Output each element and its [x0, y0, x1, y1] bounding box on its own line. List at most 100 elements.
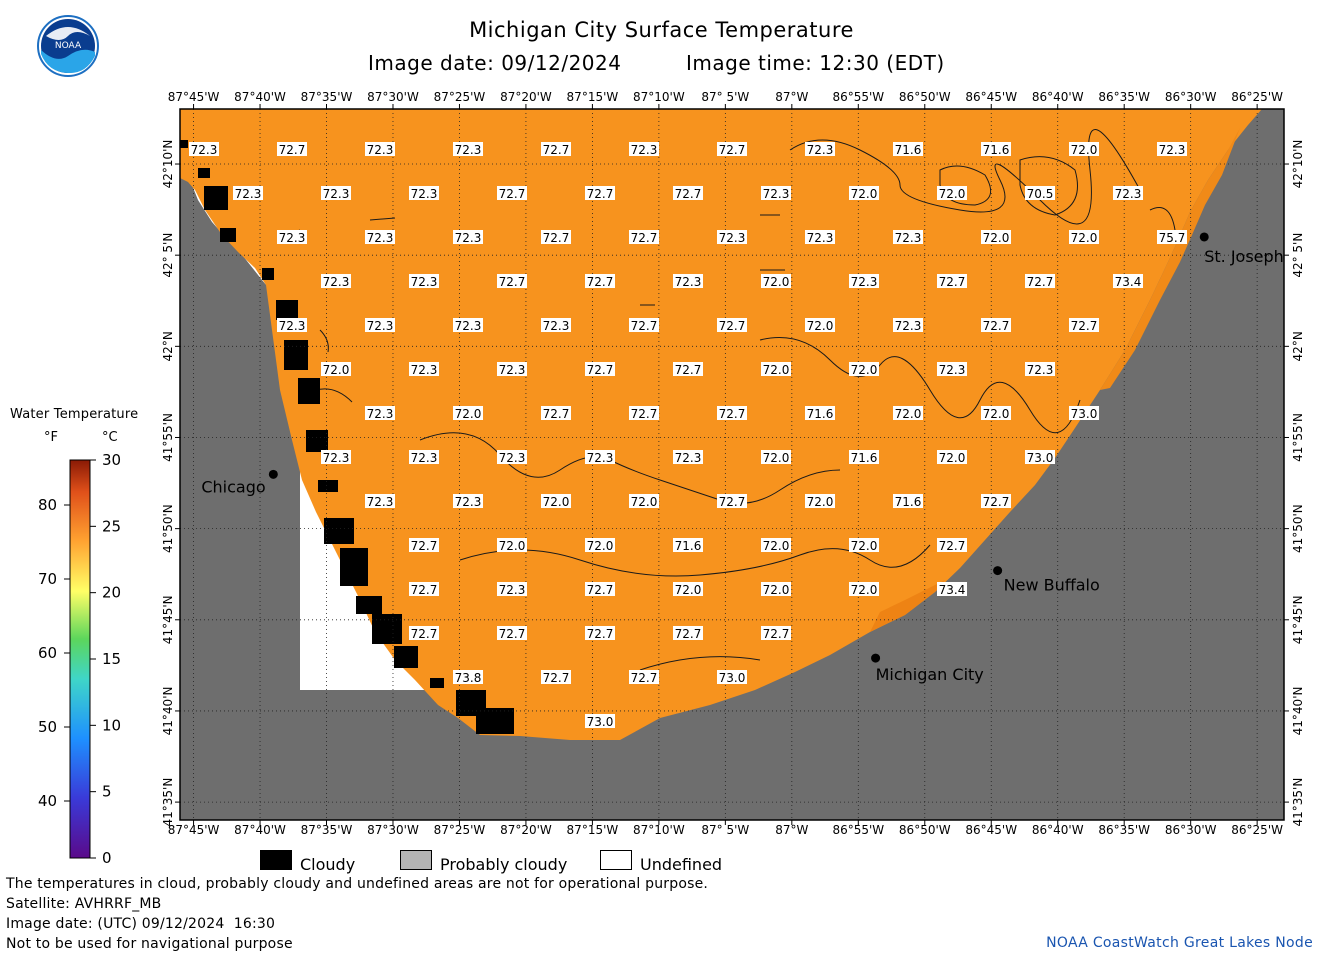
temp-label: 72.3 — [807, 143, 834, 157]
temp-label: 72.7 — [587, 583, 614, 597]
temp-label: 72.7 — [587, 363, 614, 377]
legend-f-tick: 40 — [38, 792, 57, 810]
temp-label-bg — [937, 450, 967, 464]
lat-tick-label-left: 42°N — [161, 331, 175, 361]
temp-label-bg — [1069, 142, 1099, 156]
temp-label-bg — [585, 186, 615, 200]
color-bar — [69, 459, 91, 859]
temp-label: 72.7 — [543, 407, 570, 421]
temp-label-bg — [629, 318, 659, 332]
city-marker — [871, 653, 881, 663]
lat-tick-label-right: 41°40'N — [1291, 687, 1305, 736]
temp-label: 72.0 — [851, 363, 878, 377]
temp-label: 73.0 — [719, 671, 746, 685]
temp-label: 71.6 — [895, 495, 922, 509]
lat-tick-label-left: 41°45'N — [161, 595, 175, 644]
temp-label-bg — [1157, 142, 1187, 156]
temp-label-bg — [849, 186, 879, 200]
lon-tick-label-bottom: 87° 5'W — [701, 823, 749, 837]
temp-label-bg — [497, 582, 527, 596]
temp-label: 72.3 — [235, 187, 262, 201]
temp-label: 72.7 — [719, 495, 746, 509]
temp-label-bg — [497, 450, 527, 464]
temp-label-bg — [409, 450, 439, 464]
temp-label-bg — [1025, 362, 1055, 376]
temp-label: 71.6 — [983, 143, 1010, 157]
temp-label: 72.0 — [851, 583, 878, 597]
temp-label-bg — [761, 538, 791, 552]
temp-label: 72.3 — [895, 319, 922, 333]
lon-tick-label-bottom: 87°10'W — [633, 823, 685, 837]
temp-label: 72.3 — [939, 363, 966, 377]
temp-label-bg — [629, 230, 659, 244]
temp-label-bg — [409, 362, 439, 376]
temp-label-bg — [893, 406, 923, 420]
temp-label: 72.3 — [367, 143, 394, 157]
temp-label: 70.5 — [1027, 187, 1054, 201]
lat-tick-label-right: 42° 5'N — [1291, 233, 1305, 278]
image-date: Image date: 09/12/2024 — [368, 51, 622, 75]
temp-label: 72.0 — [323, 363, 350, 377]
lon-tick-label-bottom: 86°50'W — [899, 823, 951, 837]
lat-tick-label-right: 41°45'N — [1291, 595, 1305, 644]
temp-label: 72.7 — [631, 671, 658, 685]
temp-label-bg — [1069, 230, 1099, 244]
temp-label: 73.4 — [1115, 275, 1142, 289]
temp-label: 72.7 — [631, 231, 658, 245]
legend-c-tick: 30 — [102, 451, 121, 469]
temp-label-bg — [321, 362, 351, 376]
temp-label-bg — [497, 274, 527, 288]
temp-label-bg — [453, 318, 483, 332]
lat-tick-label-left: 42° 5'N — [161, 233, 175, 278]
lon-tick-label-bottom: 87°20'W — [500, 823, 552, 837]
temp-label-bg — [1113, 274, 1143, 288]
lon-tick-label-top: 87°10'W — [633, 90, 685, 104]
temp-label-bg — [365, 406, 395, 420]
temp-label-bg — [849, 362, 879, 376]
temp-label: 72.0 — [807, 319, 834, 333]
temp-label: 72.3 — [763, 187, 790, 201]
lat-tick-label-left: 41°35'N — [161, 778, 175, 827]
temp-label: 72.3 — [279, 319, 306, 333]
temp-label: 72.3 — [367, 319, 394, 333]
temp-label-bg — [981, 494, 1011, 508]
temp-label: 72.0 — [763, 583, 790, 597]
temp-label: 72.7 — [675, 363, 702, 377]
probably-cloudy-swatch — [400, 850, 432, 870]
temp-label: 72.7 — [499, 275, 526, 289]
temp-label-bg — [893, 318, 923, 332]
temp-label-bg — [1025, 450, 1055, 464]
lon-tick-label-top: 87°25'W — [434, 90, 486, 104]
legend-title: Water Temperature — [10, 407, 139, 422]
temp-label: 73.0 — [1027, 451, 1054, 465]
temp-label: 72.3 — [1027, 363, 1054, 377]
temp-label: 72.3 — [323, 275, 350, 289]
temp-label-bg — [761, 186, 791, 200]
temp-label: 72.0 — [631, 495, 658, 509]
temp-label: 72.3 — [1115, 187, 1142, 201]
lat-tick-label-left: 41°50'N — [161, 504, 175, 553]
temp-label: 72.3 — [411, 275, 438, 289]
temp-label-bg — [541, 494, 571, 508]
city-label: Michigan City — [876, 665, 984, 684]
temp-label-bg — [1069, 318, 1099, 332]
noaa-logo-icon: NOAA — [37, 15, 99, 77]
temp-label-bg — [189, 142, 219, 156]
lon-tick-label-bottom: 86°25'W — [1231, 823, 1283, 837]
lon-tick-label-bottom: 87°25'W — [434, 823, 486, 837]
temp-label: 72.7 — [939, 539, 966, 553]
page-title: Michigan City Surface Temperature — [469, 18, 854, 42]
temp-label: 72.7 — [499, 627, 526, 641]
temp-label-bg — [497, 186, 527, 200]
temp-label-bg — [321, 450, 351, 464]
temp-label-bg — [321, 186, 351, 200]
credit-link[interactable]: NOAA CoastWatch Great Lakes Node — [1046, 935, 1313, 951]
temp-label: 72.3 — [411, 187, 438, 201]
legend-c-tick: 0 — [102, 849, 112, 867]
temp-label: 72.0 — [763, 539, 790, 553]
temp-label: 72.0 — [983, 231, 1010, 245]
temp-label: 71.6 — [807, 407, 834, 421]
temp-label: 72.7 — [543, 671, 570, 685]
lon-tick-label-bottom: 86°30'W — [1165, 823, 1217, 837]
undefined-swatch — [600, 850, 632, 870]
